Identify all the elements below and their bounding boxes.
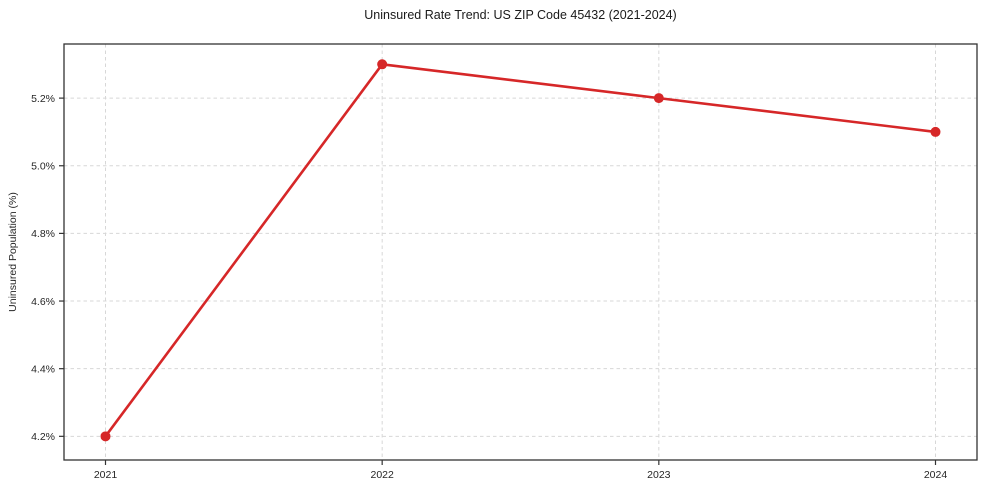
x-tick-label: 2021 [94,469,118,481]
y-tick-label: 4.2% [31,431,55,443]
data-point-marker [377,59,388,70]
data-point-marker [100,431,111,442]
x-tick-label: 2023 [647,469,671,481]
x-tick-label: 2022 [370,469,394,481]
chart-title: Uninsured Rate Trend: US ZIP Code 45432 … [364,8,677,22]
y-tick-label: 4.4% [31,363,55,375]
trend-line [104,62,937,438]
plot-border [63,43,978,461]
y-tick-label: 5.2% [31,93,55,105]
data-point-marker [930,126,941,137]
y-tick-label: 4.8% [31,228,55,240]
y-tick-label: 5.0% [31,161,55,173]
y-tick-label: 4.6% [31,296,55,308]
y-axis-label: Uninsured Population (%) [7,192,19,312]
data-point-marker [653,93,664,104]
x-tick-label: 2024 [924,469,948,481]
